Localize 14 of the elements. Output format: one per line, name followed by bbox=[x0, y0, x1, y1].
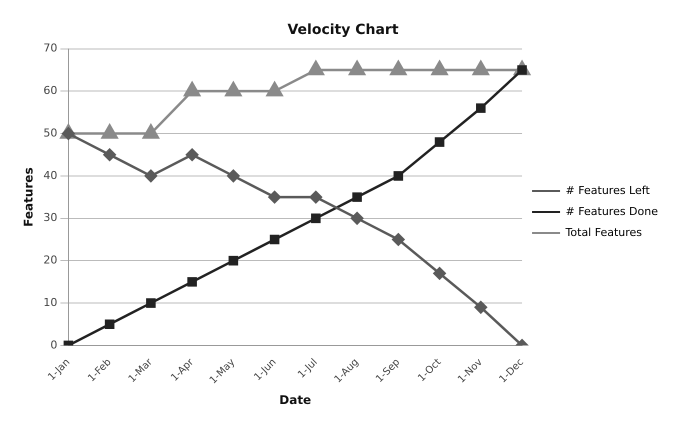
x-axis-title: Date bbox=[279, 392, 312, 407]
legend-label: # Features Done bbox=[566, 204, 658, 218]
y-tick-label: 40 bbox=[43, 168, 58, 182]
chart-title: Velocity Chart bbox=[287, 22, 399, 38]
legend-label: Total Features bbox=[564, 226, 642, 239]
legend-label: # Features Left bbox=[566, 184, 650, 197]
y-axis-title: Features bbox=[21, 167, 36, 227]
y-tick-label: 50 bbox=[43, 126, 58, 140]
y-tick-label: 60 bbox=[43, 84, 58, 98]
y-tick-label: 20 bbox=[43, 254, 58, 267]
y-tick-label: 0 bbox=[50, 338, 58, 352]
y-tick-label: 10 bbox=[43, 296, 58, 309]
y-tick-label: 30 bbox=[43, 211, 58, 224]
y-tick-label: 70 bbox=[43, 42, 58, 55]
